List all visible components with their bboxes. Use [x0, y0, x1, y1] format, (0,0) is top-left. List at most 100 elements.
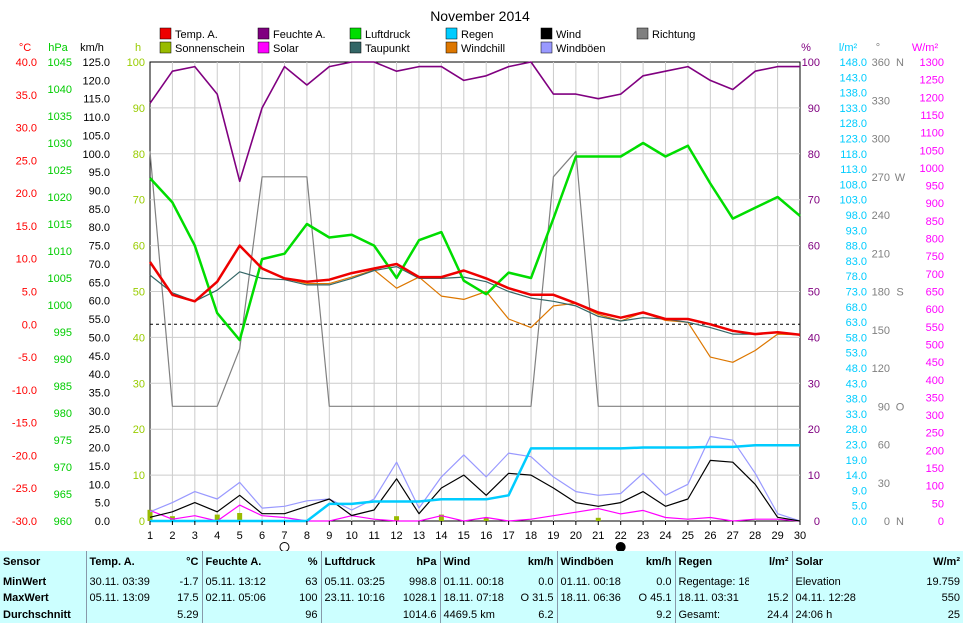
tick-wind: 60.0	[89, 296, 110, 308]
legend-label-feuchte-a: Feuchte A.	[273, 29, 326, 41]
tick-sun: 60	[133, 241, 145, 253]
x-tick-label: 22	[615, 530, 627, 542]
stats-cell-value: 63	[305, 575, 318, 588]
tick-solar: 850	[926, 216, 944, 228]
stats-cell-info: 05.11. 13:09	[85, 590, 156, 607]
legend-swatch-windchill	[445, 41, 458, 54]
tick-pressure: 1020	[48, 192, 72, 204]
tick-wind: 0.0	[95, 516, 110, 528]
stats-header-wind: Wind	[439, 551, 506, 574]
tick-pressure: 970	[54, 462, 72, 474]
tick-sun: 50	[133, 287, 145, 299]
tick-temp: 35.0	[16, 90, 37, 102]
stats-cell-info: 05.11. 03:25	[320, 573, 387, 591]
tick-sun: 40	[133, 332, 145, 344]
tick-wind: 25.0	[89, 424, 110, 436]
tick-humidity: 70	[808, 195, 820, 207]
stats-cell-info: 18.11. 07:18	[439, 590, 506, 607]
bar-sonnenschein	[214, 514, 220, 521]
stats-header-temp-a: Temp. A.	[85, 551, 156, 574]
line-taupunkt	[149, 266, 801, 336]
stats-cell-info: 30.11. 03:39	[85, 573, 156, 591]
tick-humidity: 80	[808, 149, 820, 161]
tick-direction: 270	[872, 172, 890, 184]
axis-unit-pressure: hPa	[48, 42, 68, 54]
tick-direction-compass: O	[896, 401, 905, 413]
tick-pressure: 1035	[48, 111, 72, 123]
stats-cell-info: 23.11. 10:16	[320, 590, 387, 607]
tick-humidity: 60	[808, 241, 820, 253]
stats-cell-info	[556, 606, 624, 623]
tick-solar: 950	[926, 181, 944, 193]
bar-sonnenschein	[147, 509, 153, 521]
bar-sonnenschein	[438, 514, 444, 521]
tick-temp: -25.0	[12, 483, 37, 495]
tick-humidity: 20	[808, 424, 820, 436]
tick-pressure: 1045	[48, 57, 72, 69]
stats-header-sensor: Sensor	[3, 556, 41, 569]
tick-sun: 30	[133, 378, 145, 390]
x-tick-label: 4	[214, 530, 220, 542]
legend-label-sonnenschein: Sonnenschein	[175, 43, 245, 55]
tick-wind: 70.0	[89, 259, 110, 271]
tick-wind: 115.0	[83, 94, 110, 106]
x-tick-label: 29	[771, 530, 783, 542]
stats-row-maxwert: MaxWert 05.11. 13:09 17.5 02.11. 05:06 100 23…	[0, 590, 963, 607]
weather-chart: November 2014 Temp. A. Feuchte A. Luftdruc…	[11, 8, 944, 551]
tick-wind: 90.0	[89, 186, 110, 198]
tick-solar: 300	[926, 410, 944, 422]
x-tick-label: 20	[570, 530, 582, 542]
stats-cell-info: 01.11. 00:18	[439, 573, 506, 591]
tick-solar: 1100	[920, 128, 944, 140]
x-tick-label: 1	[147, 530, 153, 542]
line-luftdruck	[149, 141, 801, 342]
stats-row-label: Durchschnitt	[3, 608, 71, 621]
line-regen	[150, 444, 800, 523]
tick-direction-compass: N	[896, 516, 904, 528]
tick-pressure: 1015	[48, 219, 72, 231]
x-tick-label: 13	[413, 530, 425, 542]
tick-solar: 600	[926, 304, 944, 316]
stats-cell-value: 17.5	[177, 592, 199, 605]
tick-rain: 33.0	[846, 409, 867, 421]
x-tick-label: 10	[346, 530, 358, 542]
tick-solar: 1050	[920, 145, 944, 157]
tick-direction: 240	[872, 210, 890, 222]
tick-rain: 103.0	[839, 195, 867, 207]
stats-cell-value: 1028.1	[402, 592, 437, 605]
x-tick-label: 28	[749, 530, 761, 542]
tick-wind: 40.0	[89, 369, 110, 381]
stats-header-regen: Regen	[674, 551, 749, 574]
stats-cell-value: 25	[947, 608, 960, 621]
x-tick-label: 14	[435, 530, 447, 542]
tick-solar: 1250	[920, 75, 944, 87]
legend-label-richtung: Richtung	[652, 29, 695, 41]
tick-rain: 0.0	[852, 516, 867, 528]
tick-wind: 100.0	[82, 149, 110, 161]
stats-cell-info	[201, 606, 272, 623]
x-tick-label: 6	[259, 530, 265, 542]
tick-rain: 138.0	[839, 88, 867, 100]
moon-full-icon	[279, 542, 290, 551]
axis-unit-wind: km/h	[80, 42, 104, 54]
tick-rain: 133.0	[839, 103, 867, 115]
tick-wind: 45.0	[89, 351, 110, 363]
tick-solar: 750	[926, 251, 944, 263]
tick-rain: 143.0	[839, 72, 867, 84]
tick-wind: 35.0	[89, 387, 110, 399]
stats-cell-info: 05.11. 13:12	[201, 573, 272, 591]
legend-label-temp-a: Temp. A.	[175, 29, 218, 41]
legend-label-regen: Regen	[461, 29, 493, 41]
stats-cell-info: 4469.5 km	[439, 606, 506, 623]
legend-label-wind: Wind	[556, 29, 581, 41]
tick-temp: 0.0	[22, 319, 37, 331]
stats-cell-info	[85, 606, 156, 623]
legend-swatch-luftdruck	[349, 27, 362, 40]
stats-header-unit: °C	[186, 556, 199, 569]
tick-solar: 900	[926, 198, 944, 210]
tick-temp: 25.0	[16, 155, 37, 167]
stats-cell-info: Elevation	[791, 573, 868, 591]
tick-temp: 15.0	[16, 221, 37, 233]
x-tick-label: 7	[281, 530, 287, 542]
tick-solar: 650	[926, 287, 944, 299]
